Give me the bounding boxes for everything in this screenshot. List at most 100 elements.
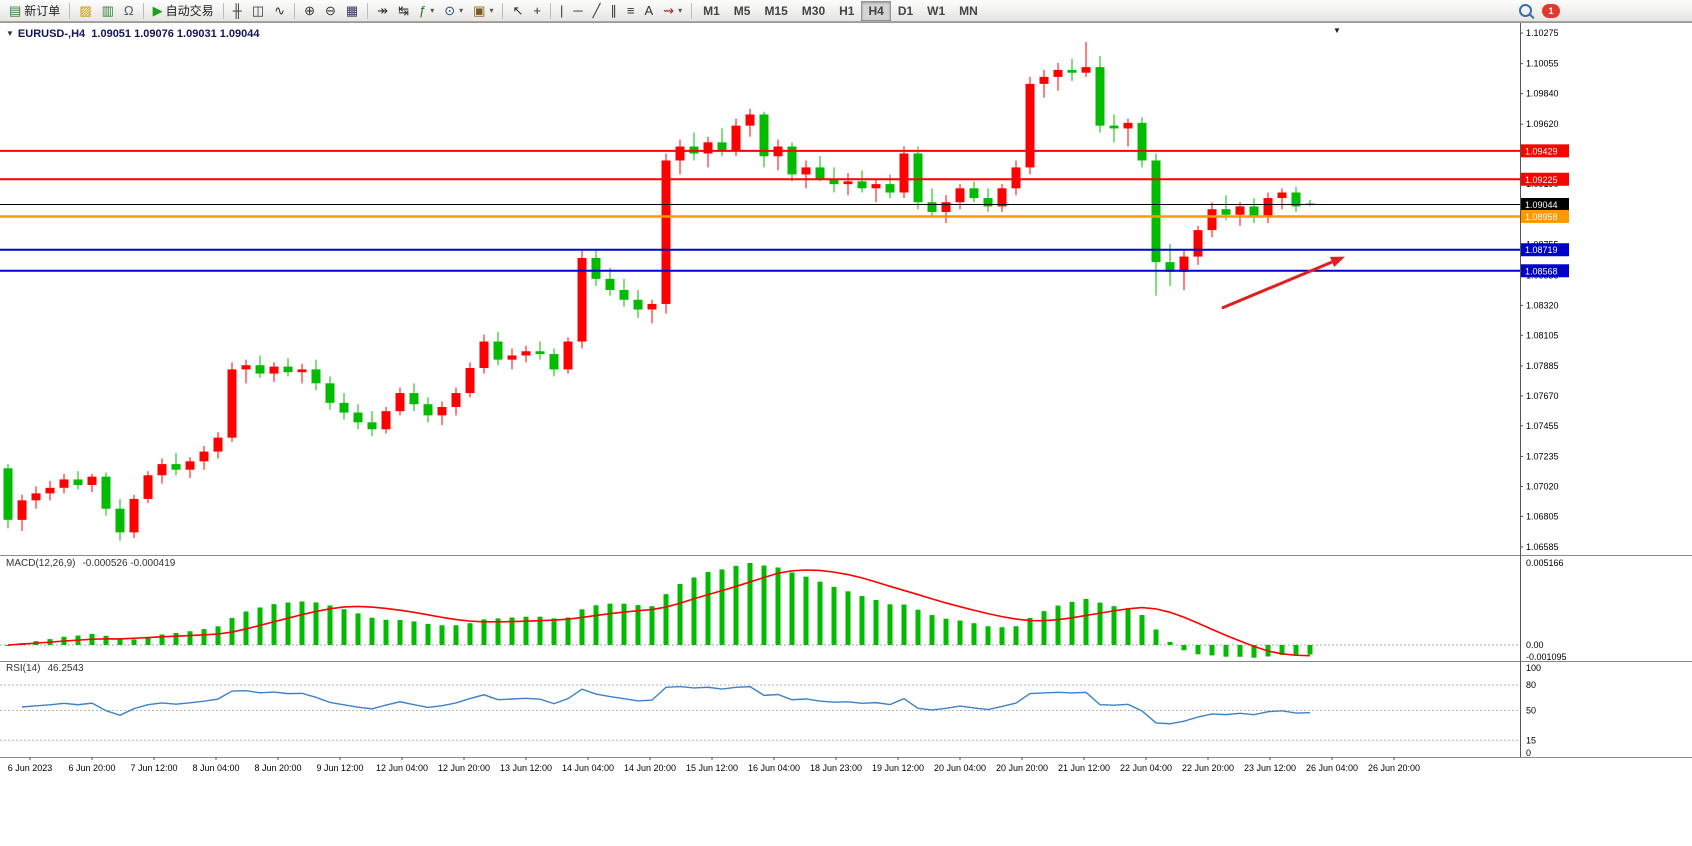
hline-1.08719[interactable]: 1.08719 xyxy=(0,243,1569,257)
periods-button[interactable]: ⊙ ▾ xyxy=(439,1,468,21)
line-chart-icon: ∿ xyxy=(274,3,286,18)
chevron-down-icon: ▾ xyxy=(459,6,464,15)
new-order-button[interactable]: ▤ 新订单 xyxy=(4,1,65,21)
search-icon[interactable] xyxy=(1519,4,1532,17)
toolbar-separator xyxy=(69,2,71,19)
crosshair-button[interactable]: + xyxy=(528,1,546,21)
chart-canvas: 1.102751.100551.098401.096201.094051.091… xyxy=(0,22,1692,773)
svg-text:1.07670: 1.07670 xyxy=(1526,391,1559,401)
channel-button[interactable]: ∥ xyxy=(605,1,622,21)
svg-text:15 Jun 12:00: 15 Jun 12:00 xyxy=(686,763,738,773)
fibonacci-button[interactable]: ≡ xyxy=(622,1,640,21)
toolbar-separator xyxy=(502,2,504,19)
market-watch-button[interactable]: ▥ xyxy=(97,1,119,21)
hline-1.08958[interactable]: 1.08958 xyxy=(0,209,1569,223)
tf-d1-button-label: D1 xyxy=(897,3,914,18)
zoom-out-button[interactable]: ⊖ xyxy=(320,1,341,21)
tf-w1-button[interactable]: W1 xyxy=(920,1,952,21)
ohlc-bars-button[interactable]: ╫ xyxy=(228,1,247,21)
svg-text:16 Jun 04:00: 16 Jun 04:00 xyxy=(748,763,800,773)
auto-scroll-button[interactable]: ↠ xyxy=(372,1,393,21)
toolbar-separator xyxy=(142,2,144,19)
tf-h1-button[interactable]: H1 xyxy=(832,1,861,21)
chart-symbol-title: ▼ EURUSD-,H4 1.09051 1.09076 1.09031 1.09… xyxy=(6,28,260,40)
tf-mn-button[interactable]: MN xyxy=(952,1,985,21)
toolbar-separator xyxy=(294,2,296,19)
tf-mn-button-label: MN xyxy=(959,3,978,18)
hline-1.09429[interactable]: 1.09429 xyxy=(0,144,1569,158)
new-order-icon: ▤ xyxy=(9,3,22,18)
tile-windows-button[interactable]: ▦ xyxy=(341,1,363,21)
svg-text:1.09840: 1.09840 xyxy=(1526,89,1559,99)
rsi-scale-labels: 100 80 50 15 0 xyxy=(1526,663,1541,758)
time-axis-labels: 6 Jun 2023 6 Jun 20:00 7 Jun 12:00 8 Jun 04… xyxy=(8,757,1420,773)
price-axis-labels: 1.102751.100551.098401.096201.094051.091… xyxy=(1520,28,1559,552)
svg-text:26 Jun 04:00: 26 Jun 04:00 xyxy=(1306,763,1358,773)
templates-button[interactable]: ▣ ▾ xyxy=(468,1,498,21)
template-icon: ▣ xyxy=(473,3,486,18)
arrows-tool-button[interactable]: ⇝ ▾ xyxy=(658,1,687,21)
notification-badge[interactable]: 1 xyxy=(1542,3,1560,18)
clock-icon: ⊙ xyxy=(444,3,456,18)
chart-page-icon: ▨ xyxy=(79,3,92,18)
hline-1.09044[interactable]: 1.09044 xyxy=(0,197,1569,211)
bar-chart-icon: ▥ xyxy=(101,3,114,18)
chevron-down-icon: ▾ xyxy=(430,6,435,15)
horizontal-lines: 1.09429 1.09225 1.09044 1.08958 1.08719 1.085… xyxy=(0,144,1569,278)
trendline-button[interactable]: ╱ xyxy=(588,1,606,21)
svg-text:1.09429: 1.09429 xyxy=(1525,146,1558,156)
chart-shift-marker[interactable]: ▼ xyxy=(1333,26,1341,35)
svg-text:1.06585: 1.06585 xyxy=(1526,542,1559,552)
svg-text:1.06805: 1.06805 xyxy=(1526,511,1559,521)
toolbar-separator xyxy=(549,2,551,19)
symbol-timeframe-label: EURUSD-,H4 xyxy=(17,28,86,40)
line-chart-button[interactable]: ∿ xyxy=(269,1,290,21)
vertical-line-button[interactable]: | xyxy=(555,1,568,21)
chart-window[interactable]: 1.102751.100551.098401.096201.094051.091… xyxy=(0,22,1692,846)
tf-h4-button[interactable]: H4 xyxy=(861,0,891,21)
svg-text:6 Jun 20:00: 6 Jun 20:00 xyxy=(68,763,115,773)
rsi-value: 46.2543 xyxy=(47,663,84,674)
svg-text:-0.001095: -0.001095 xyxy=(1526,652,1567,662)
hline-1.09225[interactable]: 1.09225 xyxy=(0,172,1569,186)
data-window-button[interactable]: Ω xyxy=(119,1,139,21)
horizontal-line-button[interactable]: ─ xyxy=(568,1,587,21)
svg-text:9 Jun 12:00: 9 Jun 12:00 xyxy=(316,763,363,773)
autotrade-button[interactable]: ▶ 自动交易 xyxy=(148,1,219,21)
chart-page-button[interactable]: ▨ xyxy=(74,1,96,21)
trend-arrow-annotation[interactable] xyxy=(1221,256,1345,310)
tf-m15-button[interactable]: M15 xyxy=(757,1,794,21)
cursor-button[interactable]: ↖ xyxy=(507,1,528,21)
toolbar-buttons: ▤ 新订单 ▨ ▥ Ω ▶ 自动交易 ╫ ◫ ∿ ⊕ ⊖ ▦ ↠ ↹ ƒ ▾ ⊙ ▾ ▣ ▾ ↖ + | ─ ╱ ∥ ≡ A ⇝ ▾ M1 M5… xyxy=(4,0,985,21)
ohlc-bars-icon: ╫ xyxy=(232,3,242,18)
svg-text:1.08719: 1.08719 xyxy=(1525,245,1558,255)
svg-text:1.07885: 1.07885 xyxy=(1526,361,1559,371)
toolbar-right-group: 1 xyxy=(1519,3,1688,18)
tf-h4-button-label: H4 xyxy=(868,3,884,18)
autotrade-button-label: 自动交易 xyxy=(165,4,214,18)
svg-text:14 Jun 04:00: 14 Jun 04:00 xyxy=(562,763,614,773)
chart-shift-button[interactable]: ↹ xyxy=(393,1,414,21)
text-tool-button[interactable]: A xyxy=(640,1,659,21)
macd-signal-line xyxy=(7,569,1311,657)
svg-text:8 Jun 20:00: 8 Jun 20:00 xyxy=(254,763,301,773)
new-order-button-label: 新订单 xyxy=(24,4,61,18)
text-icon: A xyxy=(644,3,654,18)
chevron-down-icon[interactable]: ▼ xyxy=(6,29,14,38)
hline-1.08568[interactable]: 1.08568 xyxy=(0,264,1569,278)
candlestick-button[interactable]: ◫ xyxy=(247,1,269,21)
macd-indicator-label: MACD(12,26,9) -0.000526 -0.000419 xyxy=(6,558,175,569)
play-icon: ▶ xyxy=(152,3,163,18)
svg-text:100: 100 xyxy=(1526,663,1541,673)
svg-text:22 Jun 04:00: 22 Jun 04:00 xyxy=(1120,763,1172,773)
tf-d1-button[interactable]: D1 xyxy=(891,1,920,21)
indicators-button[interactable]: ƒ ▾ xyxy=(414,1,439,21)
tf-m1-button[interactable]: M1 xyxy=(696,1,727,21)
svg-text:14 Jun 20:00: 14 Jun 20:00 xyxy=(624,763,676,773)
svg-text:1.09225: 1.09225 xyxy=(1525,175,1558,185)
zoom-in-button[interactable]: ⊕ xyxy=(299,1,320,21)
tf-m5-button[interactable]: M5 xyxy=(727,1,758,21)
tf-m30-button[interactable]: M30 xyxy=(795,1,832,21)
svg-text:1.08568: 1.08568 xyxy=(1525,266,1558,276)
tf-m1-button-label: M1 xyxy=(703,3,720,18)
